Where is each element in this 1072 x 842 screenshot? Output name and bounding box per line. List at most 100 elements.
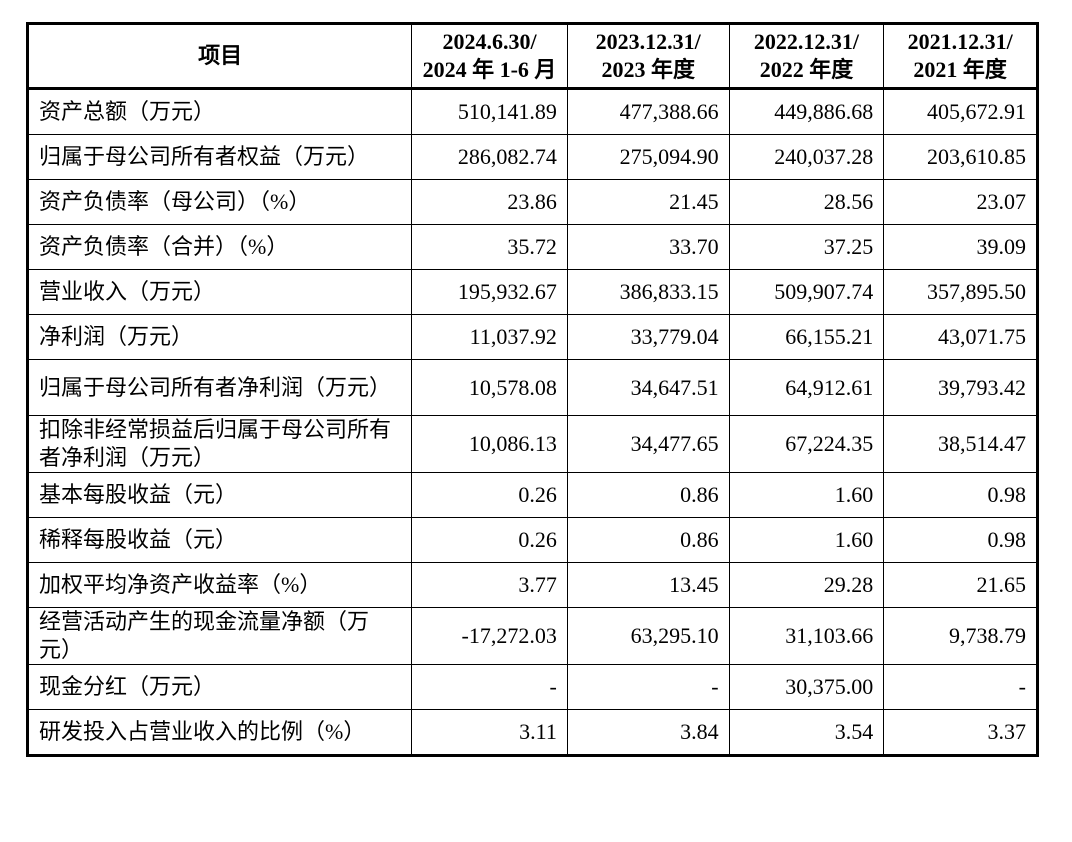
row-label: 扣除非经常损益后归属于母公司所有者净利润（万元） — [26, 415, 413, 473]
header-period-line2: 2022 年度 — [759, 57, 854, 82]
table-row: 资产总额（万元） 510,141.89 477,388.66 449,886.6… — [26, 88, 1038, 135]
row-label: 加权平均净资产收益率（%） — [26, 562, 413, 608]
header-period-line1: 2021.12.31/ — [907, 29, 1013, 54]
table-row: 资产负债率（母公司）（%） 23.86 21.45 28.56 23.07 — [26, 179, 1038, 225]
cell-value: 33,779.04 — [566, 314, 730, 360]
cell-value: 510,141.89 — [411, 88, 568, 135]
cell-value: 0.86 — [566, 472, 730, 518]
cell-value: 13.45 — [566, 562, 730, 608]
header-period-2024h1: 2024.6.30/ 2024 年 1-6 月 — [411, 23, 568, 89]
cell-value: 1.60 — [728, 517, 885, 563]
table-row: 资产负债率（合并）（%） 35.72 33.70 37.25 39.09 — [26, 224, 1038, 270]
row-label: 经营活动产生的现金流量净额（万元） — [26, 607, 413, 665]
row-label: 资产负债率（母公司）（%） — [26, 179, 413, 225]
header-period-line1: 2022.12.31/ — [753, 29, 859, 54]
row-label: 研发投入占营业收入的比例（%） — [26, 709, 413, 756]
cell-value: 23.86 — [411, 179, 568, 225]
cell-value: 286,082.74 — [411, 134, 568, 180]
table-header-row: 项目 2024.6.30/ 2024 年 1-6 月 2023.12.31/ 2… — [26, 23, 1038, 89]
cell-value: 30,375.00 — [728, 664, 885, 710]
table-row: 归属于母公司所有者净利润（万元） 10,578.08 34,647.51 64,… — [26, 359, 1038, 416]
financial-table-wrapper: 项目 2024.6.30/ 2024 年 1-6 月 2023.12.31/ 2… — [26, 22, 1039, 820]
cell-value: 357,895.50 — [883, 269, 1038, 315]
cell-value: 38,514.47 — [883, 415, 1038, 473]
cell-value: 405,672.91 — [883, 88, 1038, 135]
cell-value: 0.26 — [411, 517, 568, 563]
row-label: 稀释每股收益（元） — [26, 517, 413, 563]
header-period-line1: 2023.12.31/ — [595, 29, 701, 54]
cell-value: 3.54 — [728, 709, 885, 756]
cell-value: 11,037.92 — [411, 314, 568, 360]
cell-value: 63,295.10 — [566, 607, 730, 665]
cell-value: 0.98 — [883, 517, 1038, 563]
header-item: 项目 — [26, 23, 413, 89]
row-label: 净利润（万元） — [26, 314, 413, 360]
cell-value: 0.26 — [411, 472, 568, 518]
table-row: 现金分红（万元） - - 30,375.00 - — [26, 664, 1038, 710]
cell-value: 195,932.67 — [411, 269, 568, 315]
cell-value: 21.65 — [883, 562, 1038, 608]
cell-value: 37.25 — [728, 224, 885, 270]
table-row: 扣除非经常损益后归属于母公司所有者净利润（万元） 10,086.13 34,47… — [26, 415, 1038, 473]
cell-value: 477,388.66 — [566, 88, 730, 135]
header-period-line2: 2023 年度 — [601, 57, 695, 82]
table-row: 净利润（万元） 11,037.92 33,779.04 66,155.21 43… — [26, 314, 1038, 360]
row-label: 归属于母公司所有者净利润（万元） — [26, 359, 413, 416]
header-period-line1: 2024.6.30/ — [442, 29, 537, 54]
row-label: 资产总额（万元） — [26, 88, 413, 135]
cell-value: 203,610.85 — [883, 134, 1038, 180]
cell-value: 449,886.68 — [728, 88, 885, 135]
table-row: 归属于母公司所有者权益（万元） 286,082.74 275,094.90 24… — [26, 134, 1038, 180]
header-period-2022: 2022.12.31/ 2022 年度 — [728, 23, 885, 89]
cell-value: 3.77 — [411, 562, 568, 608]
cell-value: 3.11 — [411, 709, 568, 756]
cell-value: - — [883, 664, 1038, 710]
cell-value: 275,094.90 — [566, 134, 730, 180]
cell-value: 23.07 — [883, 179, 1038, 225]
cell-value: - — [566, 664, 730, 710]
row-label: 营业收入（万元） — [26, 269, 413, 315]
cell-value: 240,037.28 — [728, 134, 885, 180]
header-period-line2: 2024 年 1-6 月 — [422, 57, 557, 82]
cell-value: 35.72 — [411, 224, 568, 270]
row-label: 资产负债率（合并）（%） — [26, 224, 413, 270]
cell-value: 1.60 — [728, 472, 885, 518]
table-row: 基本每股收益（元） 0.26 0.86 1.60 0.98 — [26, 472, 1038, 518]
cell-value: 21.45 — [566, 179, 730, 225]
cell-value: 39,793.42 — [883, 359, 1038, 416]
table-row: 营业收入（万元） 195,932.67 386,833.15 509,907.7… — [26, 269, 1038, 315]
cell-value: 43,071.75 — [883, 314, 1038, 360]
cell-value: 386,833.15 — [566, 269, 730, 315]
cell-value: -17,272.03 — [411, 607, 568, 665]
cell-value: 64,912.61 — [728, 359, 885, 416]
header-period-line2: 2021 年度 — [913, 57, 1007, 82]
row-label: 基本每股收益（元） — [26, 472, 413, 518]
cell-value: 28.56 — [728, 179, 885, 225]
table-row: 稀释每股收益（元） 0.26 0.86 1.60 0.98 — [26, 517, 1038, 563]
cell-value: 34,647.51 — [566, 359, 730, 416]
financial-data-table: 项目 2024.6.30/ 2024 年 1-6 月 2023.12.31/ 2… — [26, 22, 1039, 757]
cell-value: 66,155.21 — [728, 314, 885, 360]
table-row: 加权平均净资产收益率（%） 3.77 13.45 29.28 21.65 — [26, 562, 1038, 608]
cell-value: 39.09 — [883, 224, 1038, 270]
cell-value: 9,738.79 — [883, 607, 1038, 665]
cell-value: 509,907.74 — [728, 269, 885, 315]
cell-value: 0.86 — [566, 517, 730, 563]
cell-value: 31,103.66 — [728, 607, 885, 665]
header-period-2021: 2021.12.31/ 2021 年度 — [883, 23, 1038, 89]
cell-value: 3.84 — [566, 709, 730, 756]
cell-value: 0.98 — [883, 472, 1038, 518]
cell-value: - — [411, 664, 568, 710]
cell-value: 34,477.65 — [566, 415, 730, 473]
cell-value: 10,578.08 — [411, 359, 568, 416]
row-label: 归属于母公司所有者权益（万元） — [26, 134, 413, 180]
table-row: 经营活动产生的现金流量净额（万元） -17,272.03 63,295.10 3… — [26, 607, 1038, 665]
table-row: 研发投入占营业收入的比例（%） 3.11 3.84 3.54 3.37 — [26, 709, 1038, 756]
cell-value: 33.70 — [566, 224, 730, 270]
header-period-2023: 2023.12.31/ 2023 年度 — [566, 23, 730, 89]
row-label: 现金分红（万元） — [26, 664, 413, 710]
cell-value: 67,224.35 — [728, 415, 885, 473]
cell-value: 29.28 — [728, 562, 885, 608]
cell-value: 3.37 — [883, 709, 1038, 756]
cell-value: 10,086.13 — [411, 415, 568, 473]
